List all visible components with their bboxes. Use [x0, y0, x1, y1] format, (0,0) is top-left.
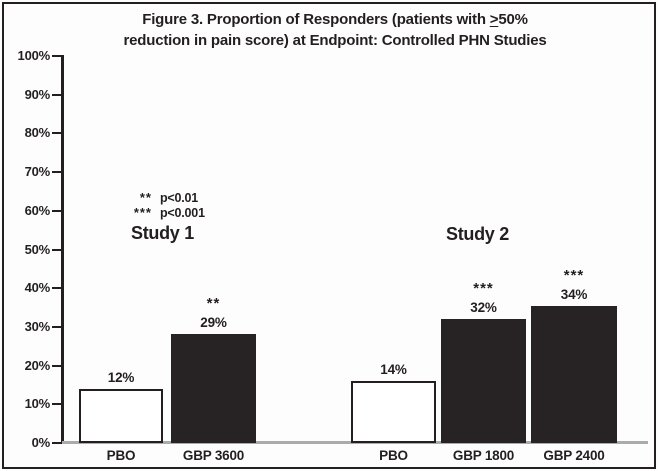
x-axis-label-pbo: PBO [106, 448, 136, 463]
bar-rect [79, 389, 163, 443]
bar-value-label: 32% [470, 300, 497, 315]
legend-p-value: p<0.001 [160, 206, 205, 220]
y-tick-label: 50% [24, 241, 51, 257]
greater-equal-symbol: > [489, 11, 499, 28]
y-tick-label: 60% [24, 202, 51, 218]
legend-row: *** p<0.001 [116, 206, 205, 220]
y-tick [52, 171, 62, 174]
bar-value-label: 29% [200, 315, 227, 330]
y-tick-label: 0% [31, 435, 51, 450]
two-asterisks-icon: ** [139, 190, 152, 205]
y-tick [52, 364, 62, 367]
significance-asterisks-icon: ** [206, 295, 221, 312]
plot-area: 12% ** 29% 14% *** 32% *** 34% [0, 56, 658, 443]
figure-title-line-1-prefix: Figure 3. Proportion of Responders (pati… [142, 11, 490, 28]
y-tick [52, 442, 62, 444]
bar-gbp-3600-study-1: ** 29% [171, 56, 256, 443]
bar-gbp-2400-study-2: *** 34% [531, 56, 617, 443]
y-tick [52, 93, 62, 96]
y-tick-label: 90% [24, 86, 51, 102]
x-axis-label-gbp-3600: GBP 3600 [182, 448, 245, 463]
y-tick-label: 10% [24, 396, 51, 412]
bar-pbo-study-1: 12% [79, 56, 163, 443]
y-tick-label: 70% [24, 164, 51, 180]
figure-title-line-1: Figure 3. Proportion of Responders (pati… [12, 9, 658, 30]
y-tick-label: 30% [24, 318, 51, 334]
y-tick-label: 40% [24, 280, 51, 296]
y-tick [52, 209, 62, 212]
bar-rect [171, 334, 256, 443]
significance-asterisks-icon: *** [473, 280, 494, 297]
bar-rect [441, 319, 526, 443]
significance-legend: ** p<0.01 *** p<0.001 [116, 191, 205, 221]
legend-p-value: p<0.01 [160, 191, 199, 205]
x-axis-labels: PBO GBP 3600 PBO GBP 1800 GBP 2400 [0, 448, 658, 466]
y-tick [52, 55, 62, 57]
y-tick [52, 248, 62, 251]
bar-gbp-1800-study-2: *** 32% [441, 56, 526, 443]
figure-title: Figure 3. Proportion of Responders (pati… [0, 9, 658, 51]
x-axis-label-gbp-1800: GBP 1800 [452, 448, 515, 463]
y-tick [52, 325, 62, 328]
x-axis-label-gbp-2400: GBP 2400 [543, 448, 605, 463]
bar-value-label: 14% [380, 362, 407, 377]
y-tick-label: 20% [24, 357, 51, 373]
figure-title-line-1-suffix: 50% [498, 11, 528, 28]
y-tick [52, 132, 62, 135]
bar-rect [531, 306, 617, 443]
y-tick [52, 403, 62, 406]
study-1-label: Study 1 [131, 223, 194, 243]
y-tick-label: 100% [17, 48, 51, 63]
x-axis-label-pbo: PBO [379, 448, 408, 463]
three-asterisks-icon: *** [133, 205, 152, 220]
bar-pbo-study-2: 14% [351, 56, 436, 443]
y-tick [52, 287, 62, 290]
significance-asterisks-icon: *** [563, 267, 585, 284]
bar-value-label: 34% [560, 287, 588, 302]
y-tick-label: 80% [24, 125, 51, 141]
y-axis: 100% 90% 80% 70% 60% 50% 40% 30% 20% 10% 0% [0, 48, 62, 450]
legend-row: ** p<0.01 [116, 191, 205, 205]
figure-title-line-2: reduction in pain score) at Endpoint: Co… [123, 32, 547, 49]
bar-rect [351, 381, 436, 443]
y-axis-line [61, 55, 64, 443]
bar-value-label: 12% [107, 370, 135, 385]
study-2-label: Study 2 [446, 224, 509, 244]
